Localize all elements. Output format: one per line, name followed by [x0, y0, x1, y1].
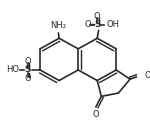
Text: O: O: [24, 74, 31, 83]
Text: O: O: [144, 71, 150, 80]
Text: OH: OH: [106, 20, 119, 29]
Text: S: S: [94, 20, 101, 29]
Text: NH₂: NH₂: [50, 21, 66, 30]
Text: O: O: [24, 57, 31, 66]
Text: S: S: [24, 65, 31, 74]
Text: O: O: [94, 12, 101, 21]
Text: O: O: [93, 110, 99, 119]
Text: O: O: [85, 20, 92, 29]
Text: HO: HO: [6, 65, 19, 74]
